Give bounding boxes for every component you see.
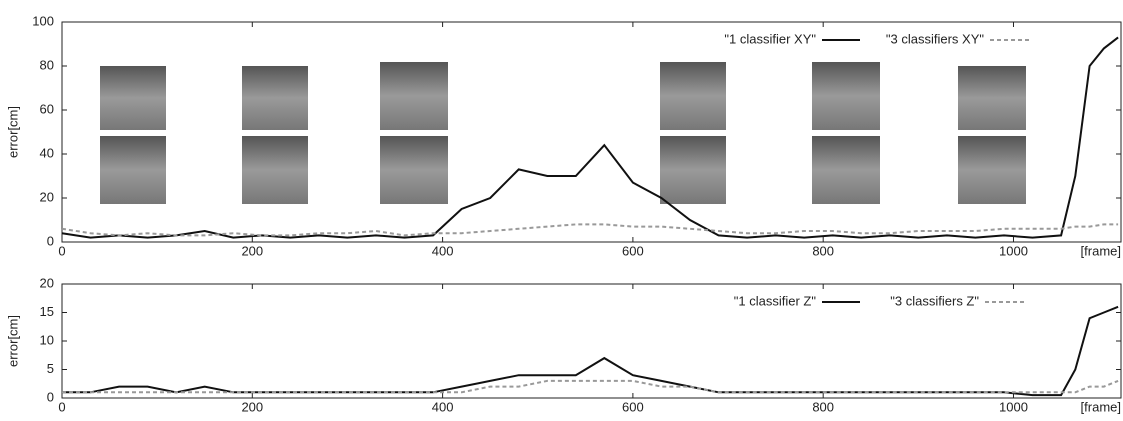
y-tick-label: 20 (40, 189, 54, 204)
x-tick-label: 600 (622, 399, 644, 414)
face-images (100, 62, 1026, 204)
data-line (61, 36, 1119, 239)
y-axis-label: error[cm] (5, 106, 20, 158)
x-axis-label: [frame] (1081, 243, 1121, 258)
legend-label: "1 classifier Z" (734, 293, 817, 308)
y-tick-label: 0 (47, 233, 54, 248)
y-tick-label: 15 (40, 304, 54, 319)
x-tick-label: 1000 (999, 399, 1028, 414)
y-axis-label: error[cm] (5, 315, 20, 367)
y-tick-label: 100 (32, 13, 54, 28)
y-tick-label: 60 (40, 101, 54, 116)
x-tick-label: 400 (432, 243, 454, 258)
x-tick-label: 0 (58, 243, 65, 258)
x-tick-label: 800 (812, 399, 834, 414)
y-tick-label: 20 (40, 275, 54, 290)
x-tick-label: 400 (432, 399, 454, 414)
legend-label: "1 classifier XY" (724, 31, 816, 46)
x-tick-label: 800 (812, 243, 834, 258)
y-tick-label: 80 (40, 57, 54, 72)
data-line (62, 379, 1119, 394)
x-axis-label: [frame] (1081, 399, 1121, 414)
plot-frame (61, 21, 1122, 243)
y-tick-label: 0 (47, 389, 54, 404)
x-tick-label: 200 (241, 399, 263, 414)
y-tick-label: 5 (47, 361, 54, 376)
legend-label: "3 classifiers Z" (890, 293, 979, 308)
y-tick-label: 40 (40, 145, 54, 160)
x-tick-label: 200 (241, 243, 263, 258)
x-tick-label: 1000 (999, 243, 1028, 258)
x-tick-label: 0 (58, 399, 65, 414)
y-tick-label: 10 (40, 332, 54, 347)
legend-label: "3 classifiers XY" (886, 31, 984, 46)
data-line (62, 305, 1119, 397)
x-tick-label: 600 (622, 243, 644, 258)
